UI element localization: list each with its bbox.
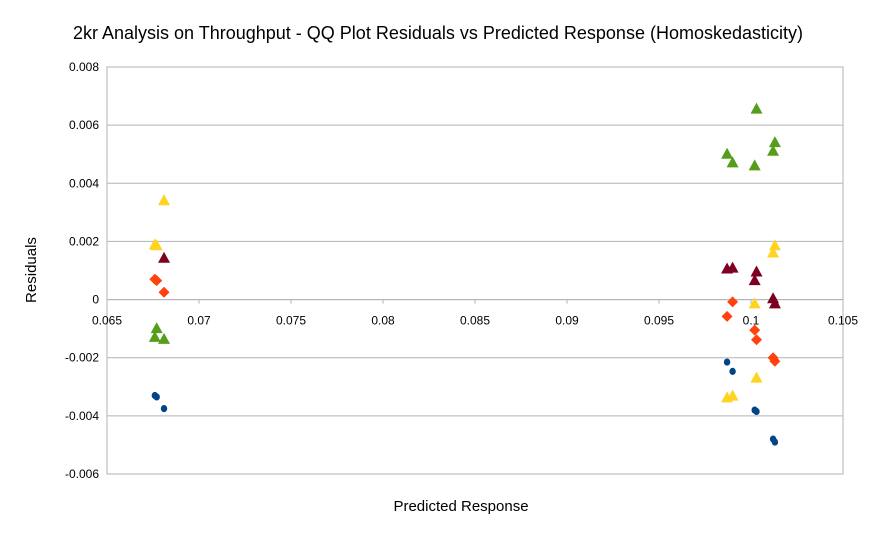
data-point [150,239,163,251]
data-point [750,102,763,114]
y-axis-ticks: 0.008 0.006 0.004 0.002 0 -0.002 -0.004 -0.006 [65,60,99,481]
x-tick-label: 0.08 [371,314,395,328]
data-point [750,265,763,277]
data-point [158,251,171,263]
y-axis-title: Residuals [23,237,40,303]
y-tick-label: 0.002 [69,234,99,248]
data-point [158,286,170,298]
data-point [721,147,734,159]
data-point [151,275,163,287]
data-point [769,355,781,367]
data-point [727,296,739,308]
data-point [721,310,733,322]
data-point [726,156,739,168]
x-tick-label: 0.065 [92,314,122,328]
data-point [768,239,781,251]
data-point [729,367,736,375]
data-point [723,358,731,366]
data-point [767,144,780,156]
data-points [148,102,781,446]
data-point [153,393,160,401]
data-point [750,371,763,383]
data-point [768,297,781,309]
data-point [150,322,163,334]
data-point [771,438,779,446]
data-point [726,389,739,401]
y-tick-label: -0.006 [65,467,99,481]
y-tick-label: 0.006 [69,118,99,132]
chart-title: 2kr Analysis on Throughput - QQ Plot Res… [73,23,803,43]
data-point [751,334,763,346]
x-tick-label: 0.085 [460,314,490,328]
plot-area [106,66,844,475]
data-point [726,261,739,273]
x-tick-label: 0.075 [276,314,306,328]
y-tick-label: 0 [92,293,99,307]
data-point [158,332,171,344]
data-point [160,404,168,413]
data-point [748,159,761,171]
y-tick-label: 0.008 [69,60,99,74]
data-point [749,324,761,336]
data-point [748,297,761,309]
data-point [768,136,781,148]
x-tick-label: 0.07 [187,314,211,328]
data-point [748,274,761,286]
x-tick-label: 0.09 [555,314,579,328]
y-tick-label: 0.004 [69,176,99,190]
x-tick-label: 0.105 [828,314,858,328]
data-point [158,194,171,206]
data-point [753,407,760,416]
y-tick-label: -0.004 [65,409,99,423]
x-axis-title: Predicted Response [393,498,528,515]
x-axis-ticks: 0.065 0.07 0.075 0.08 0.085 0.09 0.095 0.1 0.105 [92,299,858,328]
x-tick-label: 0.095 [644,314,674,328]
x-tick-label: 0.1 [743,314,760,328]
data-point [148,330,161,342]
data-point [767,246,780,258]
y-tick-label: -0.002 [65,351,99,365]
